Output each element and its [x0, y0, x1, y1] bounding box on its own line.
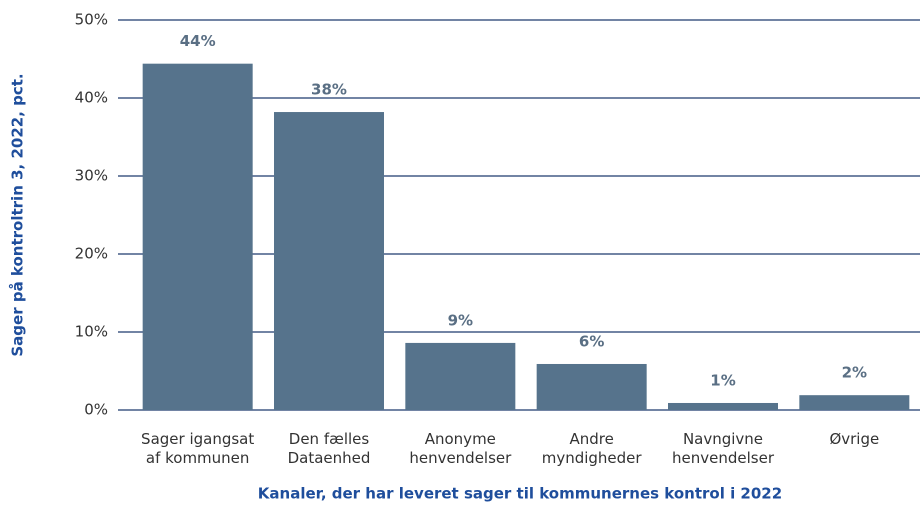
y-tick-label: 50%	[75, 11, 108, 29]
bar	[536, 363, 647, 410]
x-tick-label: Navngivne henvendelser	[672, 430, 774, 467]
x-tick-label: Sager igangsat af kommunen	[141, 430, 255, 467]
x-tick-label: Den fælles Dataenhed	[287, 430, 371, 467]
y-axis-label: Sager på kontroltrin 3, 2022, pct.	[9, 73, 27, 356]
y-tick-label: 10%	[75, 323, 108, 341]
value-label: 44%	[180, 32, 216, 50]
x-axis-label: Kanaler, der har leveret sager til kommu…	[258, 485, 782, 503]
bar	[274, 112, 384, 410]
bar	[142, 63, 253, 411]
x-tick-label: Andre myndigheder	[541, 430, 642, 467]
x-tick-label: Anonyme henvendelser	[409, 430, 512, 467]
value-label: 9%	[448, 311, 473, 329]
x-tick-label: Øvrige	[829, 430, 880, 448]
y-tick-label: 40%	[75, 89, 108, 107]
y-tick-label: 30%	[75, 167, 108, 185]
y-tick-label: 20%	[75, 245, 108, 263]
bar	[405, 342, 516, 410]
bar	[799, 395, 910, 410]
bar	[668, 402, 778, 410]
value-label: 2%	[842, 364, 867, 382]
value-label: 6%	[579, 332, 604, 350]
value-label: 38%	[311, 81, 347, 99]
y-tick-label: 0%	[84, 401, 108, 419]
value-label: 1%	[710, 371, 735, 389]
